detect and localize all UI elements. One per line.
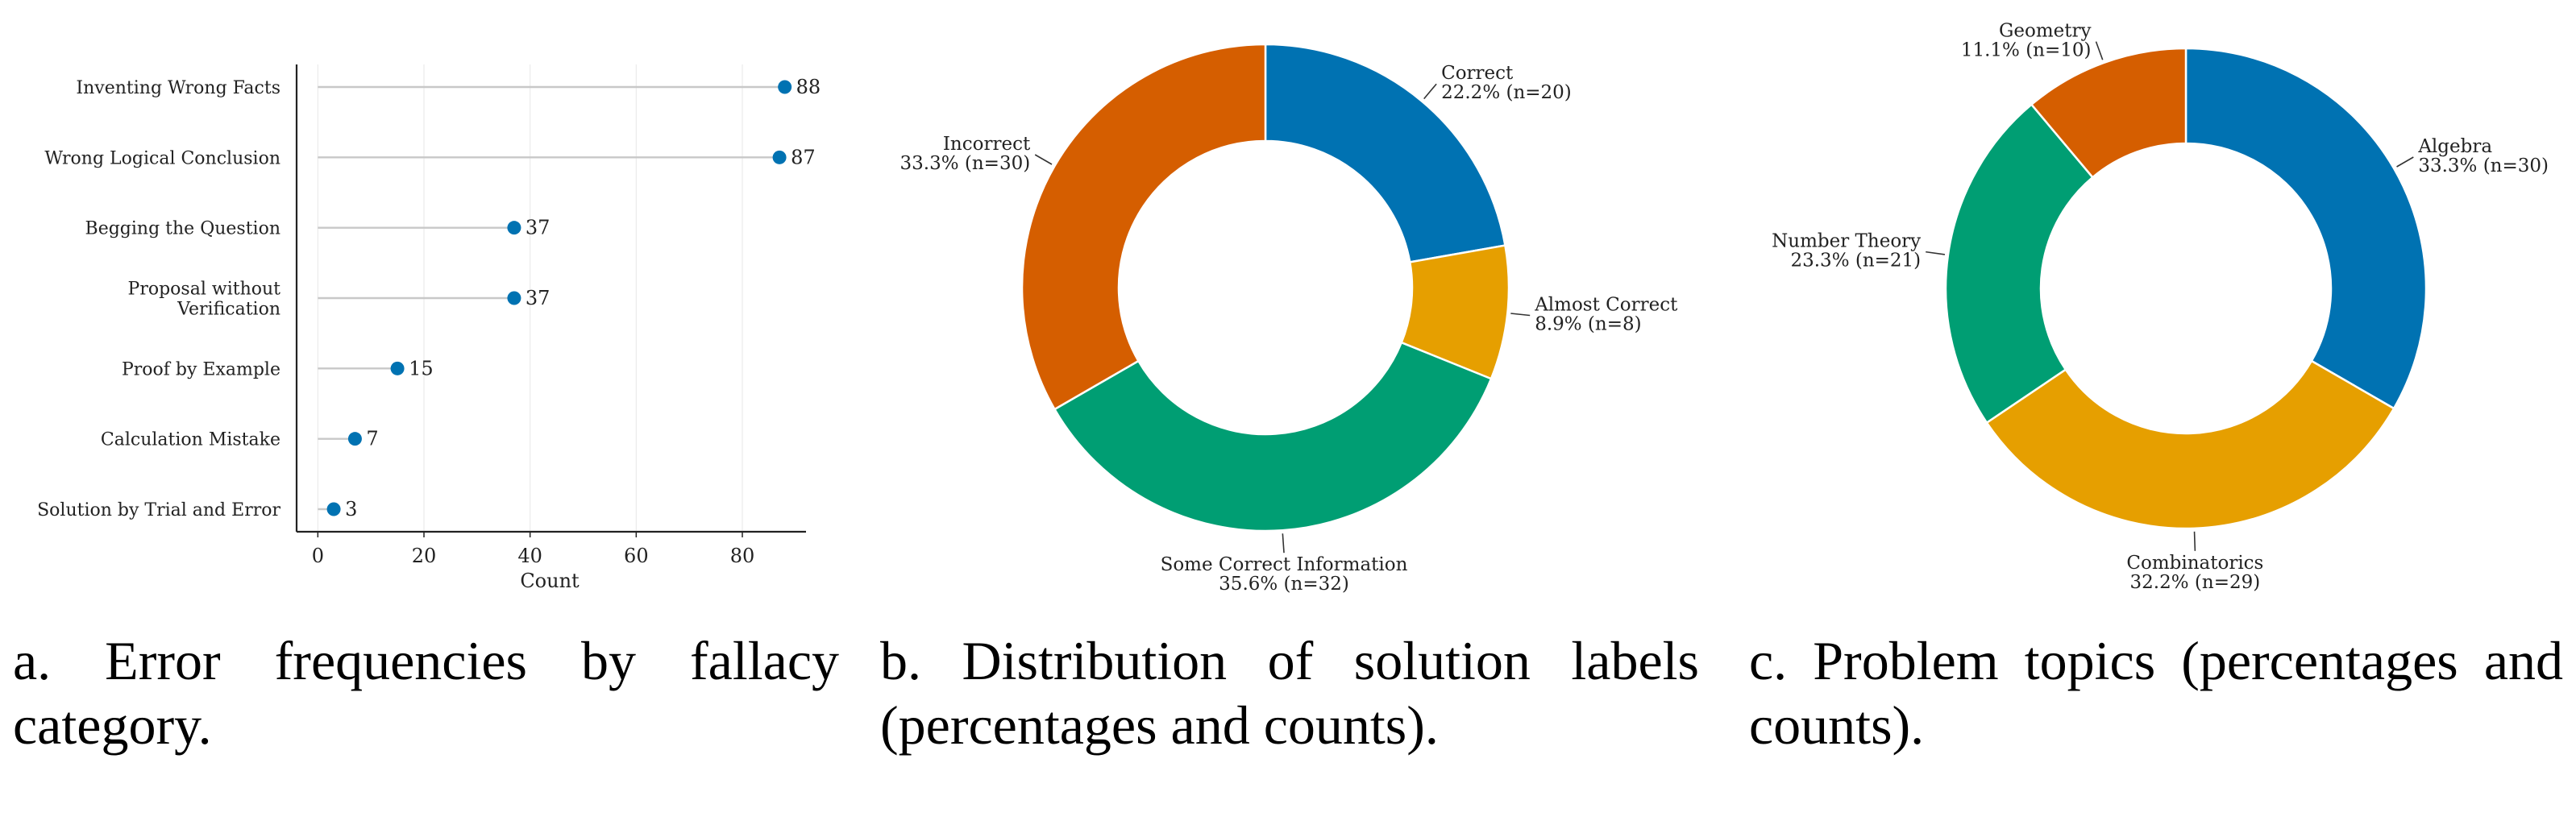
leader-line-2 <box>1282 533 1285 553</box>
slice-percent-label-3: 33.3% (n=30) <box>900 153 1031 174</box>
slice-percent-label-1: 32.2% (n=29) <box>2130 572 2261 593</box>
slice-percent-label-2: 35.6% (n=32) <box>1219 574 1349 595</box>
lollipop-dots <box>326 80 792 516</box>
category-label-3-line-1: Verification <box>177 300 280 320</box>
category-label-0: Inventing Wrong Facts <box>76 78 280 98</box>
slice-label-1: Almost Correct <box>1534 294 1678 315</box>
leader-line-1 <box>2193 531 2196 551</box>
slice-number-theory <box>1944 102 2095 425</box>
leader-line-3 <box>2095 41 2104 60</box>
error-frequency-chart: 88 87 37 37 15 7 3 Inventing Wrong Facts Wrong … <box>37 64 821 592</box>
slice-label-2: Some Correct Information <box>1161 554 1408 575</box>
slice-combinatorics <box>1985 359 2395 530</box>
donut-slices <box>1944 47 2428 530</box>
lollipop-stems <box>318 85 785 511</box>
dot-1 <box>772 150 787 164</box>
value-label-3: 37 <box>526 287 551 309</box>
slice-label-3: Geometry <box>1999 21 2091 42</box>
leader-line-0 <box>1423 83 1437 100</box>
caption-b: b. Distribution of solution labels (perc… <box>880 630 1699 756</box>
x-tick-label-20: 20 <box>412 545 437 567</box>
slice-some-correct-information <box>1053 341 1493 533</box>
caption-c: c. Problem topics (percentages and count… <box>1749 630 2563 756</box>
leader-line-2 <box>1926 251 1946 255</box>
value-label-2: 37 <box>526 217 551 239</box>
category-label-6: Solution by Trial and Error <box>37 500 280 520</box>
caption-a: a. Error frequencies by fallacy category… <box>13 630 839 756</box>
slice-percent-label-2: 23.3% (n=21) <box>1790 251 1921 272</box>
donut-slices <box>1020 43 1510 533</box>
slice-label-0: Algebra <box>2417 136 2492 157</box>
slice-incorrect <box>1020 43 1267 411</box>
slice-label-0: Correct <box>1441 63 1514 84</box>
grid <box>317 64 743 532</box>
slice-percent-label-1: 8.9% (n=8) <box>1535 313 1641 334</box>
slice-correct <box>1264 43 1506 263</box>
x-tick-label-80: 80 <box>730 545 755 567</box>
dot-4 <box>390 361 405 375</box>
x-tick-label-60: 60 <box>624 545 649 567</box>
dot-6 <box>326 502 341 516</box>
slice-label-1: Combinatorics <box>2126 553 2263 574</box>
category-labels: Inventing Wrong Facts Wrong Logical Concl… <box>37 78 280 520</box>
category-label-2: Begging the Question <box>85 219 280 239</box>
dot-3 <box>507 291 521 305</box>
slice-percent-label-3: 11.1% (n=10) <box>1961 40 2092 61</box>
x-axis-label: Count <box>520 570 580 592</box>
slice-algebra <box>2184 47 2428 410</box>
dot-2 <box>507 221 521 235</box>
slice-geometry <box>2030 47 2188 179</box>
slice-label-2: Number Theory <box>1772 231 1921 252</box>
dot-5 <box>347 432 362 446</box>
category-label-4: Proof by Example <box>122 359 280 379</box>
value-labels: 88 87 37 37 15 7 3 <box>345 76 821 520</box>
dot-0 <box>778 80 792 94</box>
x-tick-labels: 0 20 40 60 80 <box>312 532 755 567</box>
value-label-5: 7 <box>366 428 378 450</box>
x-tick-label-0: 0 <box>312 545 324 567</box>
value-label-0: 88 <box>796 76 821 98</box>
slice-label-3: Incorrect <box>943 134 1031 155</box>
value-label-6: 3 <box>345 498 357 520</box>
value-label-4: 15 <box>409 357 434 379</box>
category-label-5: Calculation Mistake <box>101 430 280 450</box>
leader-line-3 <box>1034 154 1053 165</box>
slice-percent-label-0: 33.3% (n=30) <box>2418 155 2549 176</box>
axes <box>295 64 806 533</box>
category-label-3-line-0: Proposal without <box>128 280 281 300</box>
value-label-1: 87 <box>791 146 816 168</box>
category-label-1: Wrong Logical Conclusion <box>44 148 280 168</box>
x-tick-label-40: 40 <box>517 545 542 567</box>
slice-percent-label-0: 22.2% (n=20) <box>1441 82 1572 103</box>
leader-line-0 <box>2396 156 2414 168</box>
leader-line-1 <box>1510 313 1531 317</box>
